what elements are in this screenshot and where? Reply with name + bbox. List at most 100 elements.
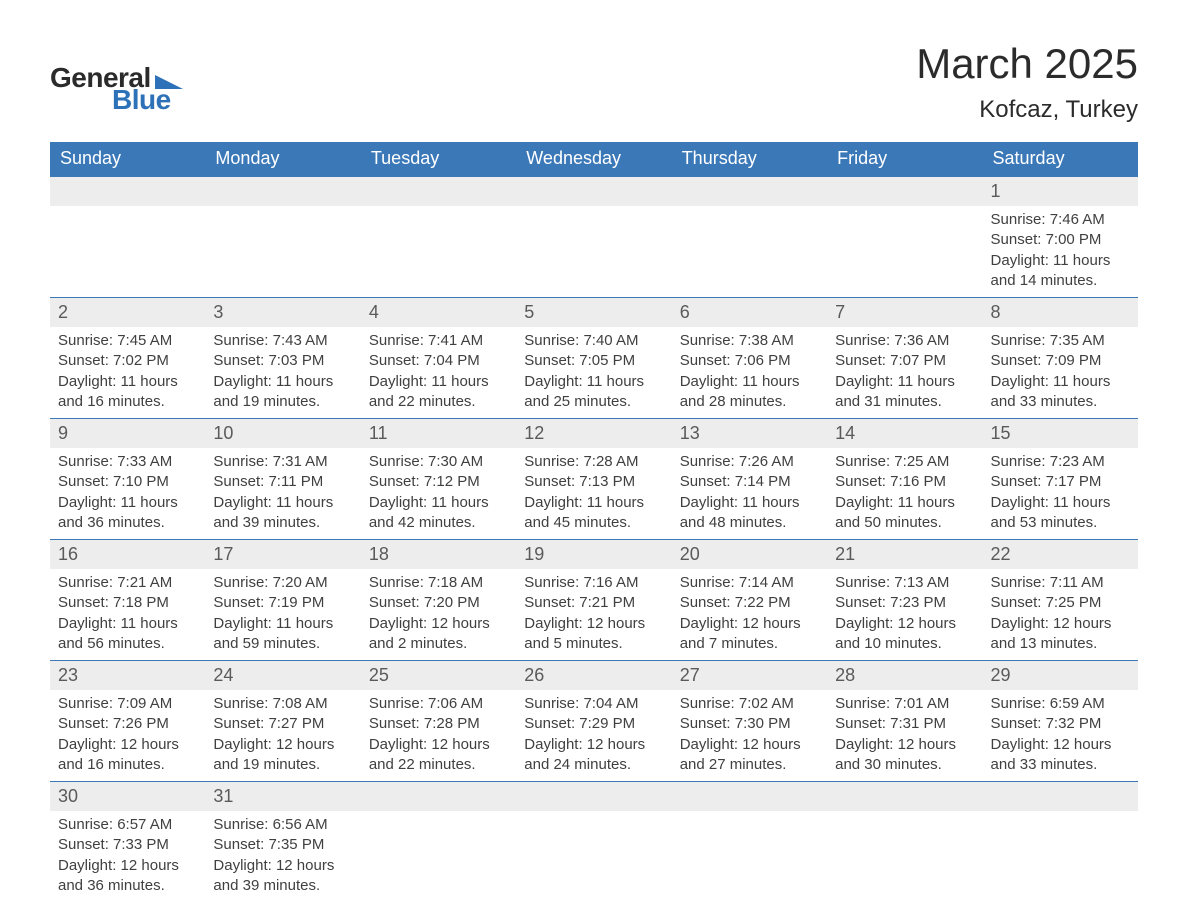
day-number: 16	[50, 540, 205, 569]
sunset-line: Sunset: 7:27 PM	[213, 714, 352, 734]
calendar-cell: 22Sunrise: 7:11 AMSunset: 7:25 PMDayligh…	[983, 540, 1138, 661]
day2-line: and 19 minutes.	[213, 755, 352, 775]
calendar-cell: 1Sunrise: 7:46 AMSunset: 7:00 PMDaylight…	[983, 177, 1138, 298]
day-body	[672, 206, 827, 266]
calendar-cell: 28Sunrise: 7:01 AMSunset: 7:31 PMDayligh…	[827, 661, 982, 782]
day-body: Sunrise: 7:08 AMSunset: 7:27 PMDaylight:…	[205, 690, 360, 781]
day-number: 17	[205, 540, 360, 569]
day-body: Sunrise: 7:11 AMSunset: 7:25 PMDaylight:…	[983, 569, 1138, 660]
day2-line: and 22 minutes.	[369, 755, 508, 775]
day2-line: and 39 minutes.	[213, 513, 352, 533]
day1-line: Daylight: 11 hours	[991, 251, 1130, 271]
weekday-header: Tuesday	[361, 142, 516, 177]
sunrise-line: Sunrise: 7:45 AM	[58, 331, 197, 351]
day-body: Sunrise: 7:40 AMSunset: 7:05 PMDaylight:…	[516, 327, 671, 418]
day2-line: and 33 minutes.	[991, 755, 1130, 775]
day1-line: Daylight: 12 hours	[369, 735, 508, 755]
day-number: 21	[827, 540, 982, 569]
day-number	[205, 177, 360, 206]
day-number: 25	[361, 661, 516, 690]
day-body: Sunrise: 7:23 AMSunset: 7:17 PMDaylight:…	[983, 448, 1138, 539]
sunrise-line: Sunrise: 7:31 AM	[213, 452, 352, 472]
calendar-cell: 10Sunrise: 7:31 AMSunset: 7:11 PMDayligh…	[205, 419, 360, 540]
sunset-line: Sunset: 7:16 PM	[835, 472, 974, 492]
day2-line: and 53 minutes.	[991, 513, 1130, 533]
day2-line: and 14 minutes.	[991, 271, 1130, 291]
day2-line: and 59 minutes.	[213, 634, 352, 654]
day-number: 12	[516, 419, 671, 448]
sunrise-line: Sunrise: 7:08 AM	[213, 694, 352, 714]
calendar-cell: 16Sunrise: 7:21 AMSunset: 7:18 PMDayligh…	[50, 540, 205, 661]
weekday-header: Sunday	[50, 142, 205, 177]
sunrise-line: Sunrise: 7:28 AM	[524, 452, 663, 472]
sunrise-line: Sunrise: 7:18 AM	[369, 573, 508, 593]
calendar-cell	[50, 177, 205, 298]
day2-line: and 16 minutes.	[58, 392, 197, 412]
sunrise-line: Sunrise: 7:09 AM	[58, 694, 197, 714]
day1-line: Daylight: 11 hours	[213, 493, 352, 513]
day2-line: and 10 minutes.	[835, 634, 974, 654]
calendar-table: Sunday Monday Tuesday Wednesday Thursday…	[50, 142, 1138, 902]
day2-line: and 42 minutes.	[369, 513, 508, 533]
day-number	[361, 782, 516, 811]
sunset-line: Sunset: 7:33 PM	[58, 835, 197, 855]
day-number	[516, 782, 671, 811]
day-number: 14	[827, 419, 982, 448]
sunset-line: Sunset: 7:28 PM	[369, 714, 508, 734]
calendar-cell: 31Sunrise: 6:56 AMSunset: 7:35 PMDayligh…	[205, 782, 360, 903]
weekday-header: Wednesday	[516, 142, 671, 177]
calendar-cell: 2Sunrise: 7:45 AMSunset: 7:02 PMDaylight…	[50, 298, 205, 419]
day1-line: Daylight: 11 hours	[991, 372, 1130, 392]
sunset-line: Sunset: 7:35 PM	[213, 835, 352, 855]
day1-line: Daylight: 11 hours	[58, 372, 197, 392]
day1-line: Daylight: 12 hours	[524, 735, 663, 755]
day1-line: Daylight: 11 hours	[835, 493, 974, 513]
day-body: Sunrise: 7:43 AMSunset: 7:03 PMDaylight:…	[205, 327, 360, 418]
page-title: March 2025	[916, 40, 1138, 88]
calendar-cell: 24Sunrise: 7:08 AMSunset: 7:27 PMDayligh…	[205, 661, 360, 782]
sunset-line: Sunset: 7:20 PM	[369, 593, 508, 613]
calendar-cell	[983, 782, 1138, 903]
sunrise-line: Sunrise: 7:01 AM	[835, 694, 974, 714]
day-number: 3	[205, 298, 360, 327]
calendar-cell: 4Sunrise: 7:41 AMSunset: 7:04 PMDaylight…	[361, 298, 516, 419]
sunset-line: Sunset: 7:19 PM	[213, 593, 352, 613]
sunset-line: Sunset: 7:10 PM	[58, 472, 197, 492]
day-body	[50, 206, 205, 266]
day-body: Sunrise: 7:09 AMSunset: 7:26 PMDaylight:…	[50, 690, 205, 781]
sunrise-line: Sunrise: 7:23 AM	[991, 452, 1130, 472]
day1-line: Daylight: 12 hours	[991, 735, 1130, 755]
day-body	[361, 206, 516, 266]
calendar-week-row: 16Sunrise: 7:21 AMSunset: 7:18 PMDayligh…	[50, 540, 1138, 661]
calendar-cell: 14Sunrise: 7:25 AMSunset: 7:16 PMDayligh…	[827, 419, 982, 540]
day2-line: and 5 minutes.	[524, 634, 663, 654]
day1-line: Daylight: 12 hours	[835, 614, 974, 634]
day-number	[50, 177, 205, 206]
day-number: 11	[361, 419, 516, 448]
day-body: Sunrise: 7:30 AMSunset: 7:12 PMDaylight:…	[361, 448, 516, 539]
calendar-cell: 3Sunrise: 7:43 AMSunset: 7:03 PMDaylight…	[205, 298, 360, 419]
sunrise-line: Sunrise: 7:41 AM	[369, 331, 508, 351]
sunrise-line: Sunrise: 7:06 AM	[369, 694, 508, 714]
day2-line: and 7 minutes.	[680, 634, 819, 654]
day-number: 15	[983, 419, 1138, 448]
day1-line: Daylight: 11 hours	[524, 372, 663, 392]
day2-line: and 33 minutes.	[991, 392, 1130, 412]
day1-line: Daylight: 11 hours	[524, 493, 663, 513]
calendar-cell: 29Sunrise: 6:59 AMSunset: 7:32 PMDayligh…	[983, 661, 1138, 782]
sunset-line: Sunset: 7:13 PM	[524, 472, 663, 492]
calendar-cell: 30Sunrise: 6:57 AMSunset: 7:33 PMDayligh…	[50, 782, 205, 903]
day1-line: Daylight: 12 hours	[369, 614, 508, 634]
day-body	[361, 811, 516, 871]
day-body: Sunrise: 7:25 AMSunset: 7:16 PMDaylight:…	[827, 448, 982, 539]
calendar-week-row: 9Sunrise: 7:33 AMSunset: 7:10 PMDaylight…	[50, 419, 1138, 540]
day2-line: and 36 minutes.	[58, 876, 197, 896]
weekday-header: Thursday	[672, 142, 827, 177]
day-number: 13	[672, 419, 827, 448]
sunset-line: Sunset: 7:05 PM	[524, 351, 663, 371]
day-body: Sunrise: 7:06 AMSunset: 7:28 PMDaylight:…	[361, 690, 516, 781]
sunrise-line: Sunrise: 7:35 AM	[991, 331, 1130, 351]
calendar-cell: 26Sunrise: 7:04 AMSunset: 7:29 PMDayligh…	[516, 661, 671, 782]
page-subtitle: Kofcaz, Turkey	[916, 96, 1138, 124]
sunrise-line: Sunrise: 7:43 AM	[213, 331, 352, 351]
